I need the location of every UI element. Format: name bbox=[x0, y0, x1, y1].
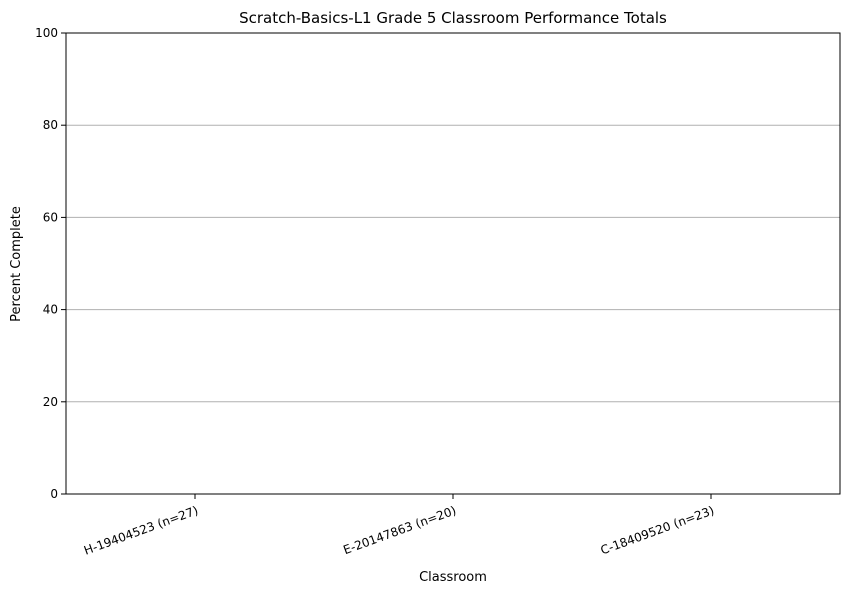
y-axis-ticks: 0 20 40 60 80 100 bbox=[35, 26, 66, 501]
plot-frame bbox=[65, 32, 841, 495]
y-tick-label: 40 bbox=[43, 303, 58, 317]
x-tick-label: C-18409520 (n=23) bbox=[599, 503, 716, 557]
x-axis-label: Classroom bbox=[419, 570, 487, 585]
x-tick-label: H-19404523 (n=27) bbox=[82, 503, 200, 557]
y-tick-label: 0 bbox=[50, 487, 58, 501]
chart-title: Scratch-Basics-L1 Grade 5 Classroom Perf… bbox=[239, 9, 667, 27]
y-tick-label: 60 bbox=[43, 210, 58, 224]
y-axis-label: Percent Complete bbox=[9, 206, 24, 322]
y-gridlines bbox=[66, 124, 840, 403]
x-axis-ticks: H-19404523 (n=27) E-20147863 (n=20) C-1840… bbox=[82, 494, 716, 558]
x-tick-label: E-20147863 (n=20) bbox=[341, 503, 458, 557]
y-tick-label: 20 bbox=[43, 395, 58, 409]
y-tick-label: 100 bbox=[35, 26, 58, 40]
y-tick-label: 80 bbox=[43, 118, 58, 132]
